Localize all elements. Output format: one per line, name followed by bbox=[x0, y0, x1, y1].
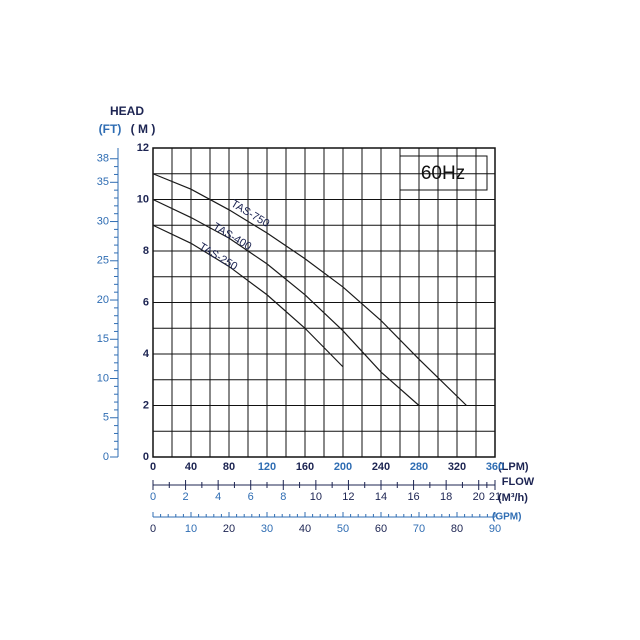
y2-tick-label: 25 bbox=[97, 255, 109, 267]
y2-tick-label: 38 bbox=[97, 153, 109, 165]
x3-tick-label: 50 bbox=[337, 523, 349, 535]
x-tick-label: 200 bbox=[334, 461, 352, 473]
y-tick-label: 0 bbox=[143, 451, 149, 463]
curve bbox=[152, 224, 344, 368]
x-tick-label: 80 bbox=[223, 461, 235, 473]
x3-tick-label: 40 bbox=[299, 523, 311, 535]
x2-tick-label: 8 bbox=[280, 491, 286, 503]
x2-tick-label: 2 bbox=[183, 491, 189, 503]
x3-tick-label: 10 bbox=[185, 523, 197, 535]
x2-tick-label: 6 bbox=[248, 491, 254, 503]
y-label: ( M ) bbox=[131, 122, 156, 136]
y-tick-label: 10 bbox=[137, 193, 149, 205]
x-tick-label: 320 bbox=[448, 461, 466, 473]
x-tick-label: 240 bbox=[372, 461, 390, 473]
series-label: TAS-250 bbox=[197, 241, 240, 273]
x3-tick-label: 70 bbox=[413, 523, 425, 535]
x-title: FLOW bbox=[502, 476, 535, 488]
x3-tick-label: 60 bbox=[375, 523, 387, 535]
curve bbox=[152, 173, 467, 406]
x-tick-label: 160 bbox=[296, 461, 314, 473]
curve bbox=[152, 198, 420, 406]
y-title: HEAD bbox=[110, 104, 144, 118]
x2-tick-label: 16 bbox=[407, 491, 419, 503]
y2-tick-label: 20 bbox=[97, 294, 109, 306]
y-tick-label: 6 bbox=[143, 296, 149, 308]
y2-tick-label: 0 bbox=[103, 451, 109, 463]
y2-tick-label: 35 bbox=[97, 176, 109, 188]
x2-tick-label: 10 bbox=[310, 491, 322, 503]
y-tick-label: 8 bbox=[143, 245, 149, 257]
x-label: (LPM) bbox=[498, 461, 529, 473]
y-tick-label: 12 bbox=[137, 142, 149, 154]
y2-tick-label: 5 bbox=[103, 412, 109, 424]
x-tick-label: 120 bbox=[258, 461, 276, 473]
x3-tick-label: 90 bbox=[489, 523, 501, 535]
x2-tick-label: 12 bbox=[342, 491, 354, 503]
x3-tick-label: 0 bbox=[150, 523, 156, 535]
x3-label: (GPM) bbox=[492, 512, 521, 523]
x-tick-label: 360 bbox=[486, 461, 504, 473]
plot-frame bbox=[152, 147, 496, 458]
y-tick-label: 2 bbox=[143, 399, 149, 411]
x2-tick-label: 4 bbox=[215, 491, 221, 503]
x2-tick-label: 20 bbox=[473, 491, 485, 503]
y2-tick-label: 15 bbox=[97, 333, 109, 345]
x2-label: (M³/h) bbox=[498, 492, 528, 504]
y2-tick-label: 10 bbox=[97, 372, 109, 384]
y-tick-label: 4 bbox=[143, 348, 150, 360]
x2-tick-label: 0 bbox=[150, 491, 156, 503]
annotation-box bbox=[399, 155, 488, 191]
y2-tick-label: 30 bbox=[97, 215, 109, 227]
x-tick-label: 280 bbox=[410, 461, 428, 473]
x-tick-label: 40 bbox=[185, 461, 197, 473]
y2-label: (FT) bbox=[99, 122, 122, 136]
x3-tick-label: 80 bbox=[451, 523, 463, 535]
x3-tick-label: 20 bbox=[223, 523, 235, 535]
x2-tick-label: 18 bbox=[440, 491, 452, 503]
x3-tick-label: 30 bbox=[261, 523, 273, 535]
x2-tick-label: 21 bbox=[489, 491, 501, 503]
x2-tick-label: 14 bbox=[375, 491, 387, 503]
x-tick-label: 0 bbox=[150, 461, 156, 473]
